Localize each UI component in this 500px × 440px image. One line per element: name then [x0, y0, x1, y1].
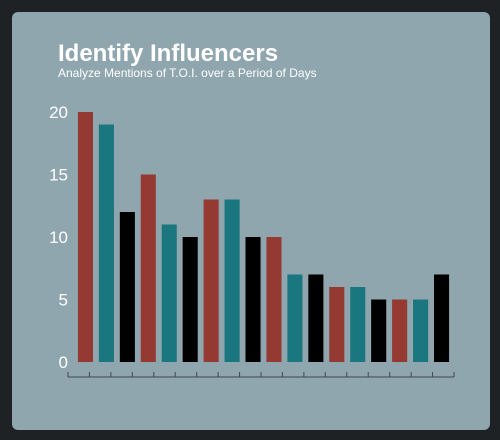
- y-tick-label: 0: [59, 353, 68, 372]
- bar-6: [182, 237, 198, 362]
- y-axis-ticks: 0 5 10 15 20: [49, 103, 68, 372]
- bar-1: [77, 112, 94, 362]
- bar-18: [433, 274, 450, 362]
- bar-12: [308, 274, 324, 362]
- y-tick-label: 10: [49, 228, 68, 247]
- bar-11: [287, 274, 303, 362]
- x-axis: [67, 372, 455, 378]
- bar-16: [392, 299, 408, 362]
- bars: [77, 112, 450, 362]
- bar-14: [350, 287, 366, 362]
- bar-5: [161, 224, 177, 362]
- bar-13: [329, 287, 345, 362]
- bar-15: [371, 299, 387, 362]
- bar-4: [140, 174, 156, 362]
- chart-title: Identify Influencers: [58, 40, 279, 67]
- bar-10: [266, 237, 282, 362]
- bar-3: [119, 212, 135, 362]
- chart-subtitle: Analyze Mentions of T.O.I. over a Period…: [58, 66, 317, 80]
- y-tick-label: 5: [59, 291, 68, 310]
- bar-2: [98, 124, 114, 362]
- bar-7: [203, 199, 219, 362]
- y-tick-label: 15: [49, 166, 68, 185]
- bar-8: [224, 199, 240, 362]
- y-tick-label: 20: [49, 103, 68, 122]
- bar-17: [413, 299, 429, 362]
- bar-9: [245, 237, 261, 362]
